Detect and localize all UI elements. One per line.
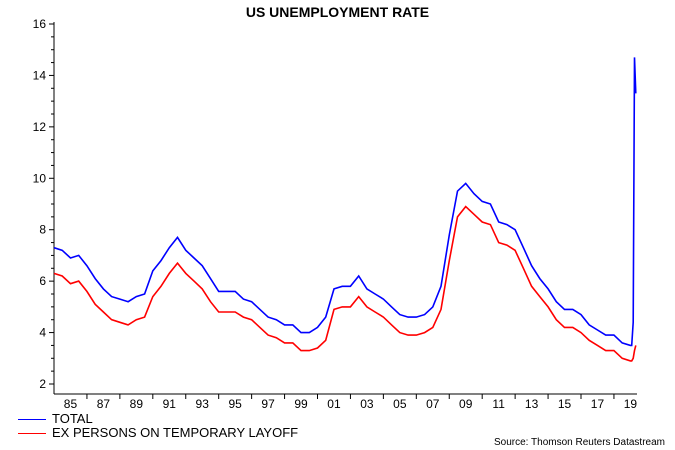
y-tick-label: 4	[39, 326, 46, 340]
x-tick-label: 95	[228, 397, 242, 411]
chart-title: US UNEMPLOYMENT RATE	[245, 4, 430, 20]
y-tick-label: 8	[39, 223, 46, 237]
x-tick-label: 93	[196, 397, 210, 411]
source-note: Source: Thomson Reuters Datastream	[493, 437, 665, 448]
x-tick-label: 07	[426, 397, 440, 411]
legend-line-ex-temp	[18, 433, 46, 434]
x-tick-label: 89	[130, 397, 144, 411]
legend-label-total: TOTAL	[52, 411, 93, 426]
legend-label-ex-temp: EX PERSONS ON TEMPORARY LAYOFF	[52, 425, 299, 440]
x-tick-label: 97	[261, 397, 275, 411]
legend-line-total	[18, 419, 46, 420]
x-tick-label: 85	[64, 397, 78, 411]
series-line-ex-temporary-layoff	[53, 205, 637, 362]
y-tick-label: 14	[33, 68, 47, 82]
x-tick-label: 19	[624, 397, 638, 411]
x-tick-label: 09	[459, 397, 473, 411]
y-tick-label: 12	[33, 120, 47, 134]
x-tick-label: 03	[360, 397, 374, 411]
x-tick-label: 91	[163, 397, 177, 411]
x-tick-label: 05	[393, 397, 407, 411]
series-line-total	[53, 57, 637, 347]
y-tick-label: 10	[33, 171, 47, 185]
x-tick-label: 01	[327, 397, 341, 411]
y-tick-label: 2	[39, 377, 46, 391]
x-tick-label: 17	[591, 397, 605, 411]
y-tick-label: 6	[39, 274, 46, 288]
x-tick-label: 87	[97, 397, 111, 411]
x-tick-label: 99	[294, 397, 308, 411]
x-tick-label: 11	[492, 397, 505, 411]
y-tick-label: 16	[33, 17, 47, 31]
x-tick-label: 13	[525, 397, 539, 411]
x-tick-label: 15	[558, 397, 572, 411]
